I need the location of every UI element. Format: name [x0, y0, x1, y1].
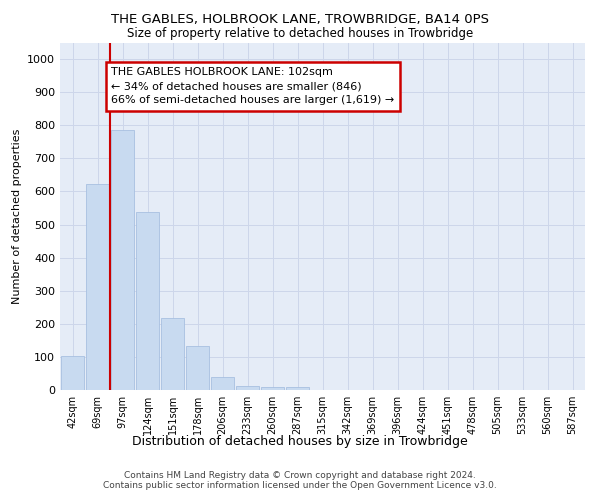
- Bar: [161, 318, 184, 390]
- Bar: [110, 130, 134, 390]
- Text: Distribution of detached houses by size in Trowbridge: Distribution of detached houses by size …: [132, 434, 468, 448]
- Bar: [286, 388, 310, 390]
- Bar: [136, 212, 160, 390]
- Text: Size of property relative to detached houses in Trowbridge: Size of property relative to detached ho…: [127, 28, 473, 40]
- Bar: [211, 377, 235, 390]
- Text: Contains public sector information licensed under the Open Government Licence v3: Contains public sector information licen…: [103, 481, 497, 490]
- Y-axis label: Number of detached properties: Number of detached properties: [11, 128, 22, 304]
- Text: THE GABLES HOLBROOK LANE: 102sqm
← 34% of detached houses are smaller (846)
66% : THE GABLES HOLBROOK LANE: 102sqm ← 34% o…: [111, 68, 395, 106]
- Bar: [185, 346, 209, 390]
- Text: THE GABLES, HOLBROOK LANE, TROWBRIDGE, BA14 0PS: THE GABLES, HOLBROOK LANE, TROWBRIDGE, B…: [111, 12, 489, 26]
- Bar: [61, 356, 85, 390]
- Bar: [236, 386, 259, 390]
- Text: Contains HM Land Registry data © Crown copyright and database right 2024.: Contains HM Land Registry data © Crown c…: [124, 471, 476, 480]
- Bar: [260, 388, 284, 390]
- Bar: [86, 184, 109, 390]
